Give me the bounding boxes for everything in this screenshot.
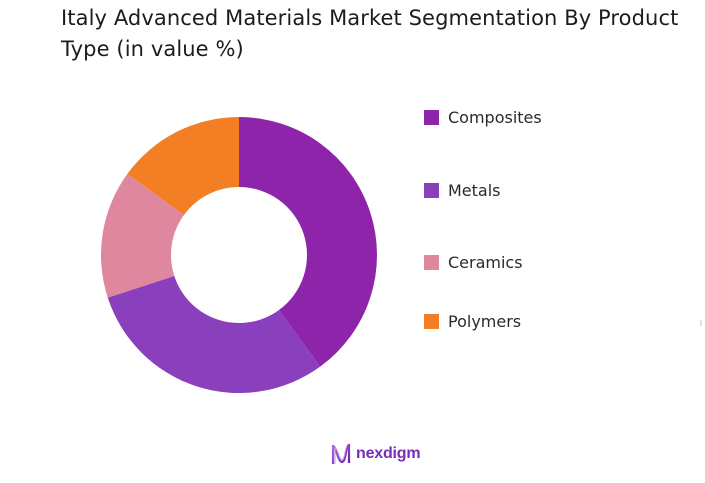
legend-item-metals: Metals [424,181,501,200]
legend-swatch [424,183,439,198]
legend-swatch [424,110,439,125]
slice-metals [107,276,321,393]
legend-label: Ceramics [448,253,523,272]
slice-composites [239,117,378,367]
legend-item-polymers: Polymers [424,312,521,331]
legend-item-ceramics: Ceramics [424,253,523,272]
legend-label: Composites [448,108,542,127]
brand-logo: nexdigm [330,442,421,466]
chart-title: Italy Advanced Materials Market Segmenta… [61,6,679,61]
slice-ceramics [100,173,184,298]
slice-polymers [127,117,239,216]
nexdigm-wave-icon [331,443,351,464]
legend-label: Polymers [448,312,522,331]
donut-slices [100,117,378,393]
legend-swatch [424,255,439,270]
edge-artifact [700,320,702,326]
legend-item-composites: Composites [424,108,542,127]
legend-label: Metals [448,181,501,200]
legend-swatch [424,314,439,329]
brand-name: nexdigm [356,445,421,462]
